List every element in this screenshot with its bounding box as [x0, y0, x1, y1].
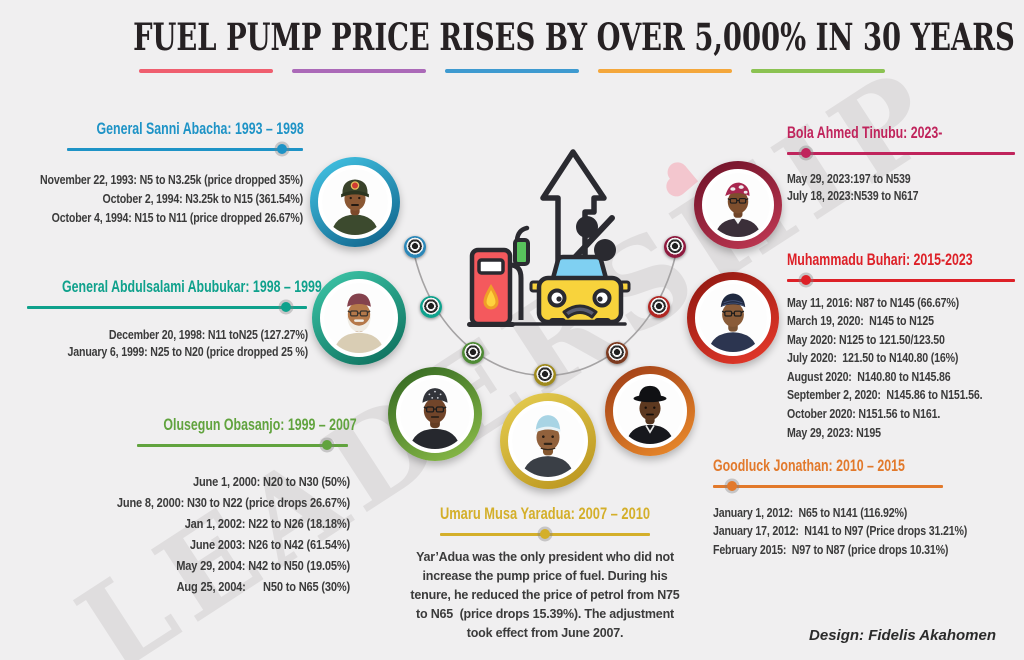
- price-lines-buhari: May 11, 2016: N87 to N145 (66.67%) March …: [787, 294, 1024, 443]
- underline-segment-purple: [292, 69, 426, 73]
- price-lines-obasanjo: June 1, 2000: N20 to N30 (50%) June 8, 20…: [0, 471, 350, 597]
- portrait-photo-jonathan: [613, 374, 687, 448]
- price-line: May 29, 2023:197 to N539: [787, 171, 911, 186]
- price-line: May 29, 2023: N195: [787, 425, 881, 440]
- timeline-node-abubakar: [420, 296, 442, 318]
- underline-segment-blue: [445, 69, 579, 73]
- portrait-buhari: [687, 272, 779, 364]
- price-line: July 2020: 121.50 to N140.80 (16%): [787, 351, 959, 366]
- section-divider-jonathan: [713, 481, 943, 491]
- divider-dot: [727, 481, 737, 491]
- portrait-photo-yaradua: [508, 401, 588, 481]
- portrait-photo-abubakar: [320, 279, 398, 357]
- timeline-node-buhari: [648, 296, 670, 318]
- price-line: Aug 25, 2004: N50 to N65 (30%): [176, 578, 351, 594]
- section-divider-tinubu: [787, 148, 1015, 158]
- price-line: September 2, 2020: N145.86 to N151.56.: [787, 388, 983, 403]
- section-divider-abacha: [67, 144, 303, 154]
- portrait-photo-tinubu: [702, 169, 774, 241]
- divider-dot: [540, 529, 550, 539]
- section-abacha: General Sanni Abacha: 1993 – 1998 Novemb…: [37, 118, 304, 228]
- price-line: July 18, 2023:N539 to N617: [787, 189, 919, 203]
- divider-dot: [801, 148, 811, 158]
- price-line: May 11, 2016: N87 to N145 (66.67%): [787, 295, 959, 310]
- price-line: October 2, 1994: N3.25k to N15 (361.54%): [102, 191, 304, 206]
- section-divider-obasanjo: [137, 440, 348, 450]
- section-title-yaradua: Umaru Musa Yaradua: 2007 – 2010: [439, 505, 651, 523]
- up-arrow-icon: [540, 149, 607, 265]
- price-line: October 4, 1994: N15 to N11 (price dropp…: [51, 210, 303, 225]
- price-line: June 2003: N26 to N42 (61.54%): [189, 536, 350, 552]
- section-divider-buhari: [787, 275, 1015, 285]
- price-line: February 2015: N97 to N87 (price drops 1…: [713, 542, 949, 557]
- divider-dot: [322, 440, 332, 450]
- section-title-obasanjo: Olusegun Obasanjo: 1999 – 2007: [163, 416, 357, 434]
- price-line: January 6, 1999: N25 to N20 (price dropp…: [67, 345, 309, 359]
- section-obasanjo: Olusegun Obasanjo: 1999 – 2007 June 1, 2…: [117, 414, 357, 597]
- portrait-abubakar: [312, 271, 406, 365]
- section-yaradua: Umaru Musa Yaradua: 2007 – 2010 Yar’Adua…: [409, 503, 681, 643]
- timeline-node-abacha: [404, 236, 426, 258]
- portrait-photo-buhari: [695, 280, 771, 356]
- portrait-photo-obasanjo: [396, 375, 474, 453]
- yaradua-description: Yar’Adua was the only president who did …: [410, 549, 683, 640]
- portrait-photo-abacha: [318, 165, 392, 239]
- underline-segment-red: [139, 69, 273, 73]
- portrait-tinubu: [694, 161, 782, 249]
- timeline-node-jonathan: [606, 342, 628, 364]
- divider-dot: [801, 275, 811, 285]
- price-line: June 8, 2000: N30 to N22 (price drops 26…: [116, 494, 350, 510]
- section-title-buhari: Muhammadu Buhari: 2015-2023: [787, 251, 973, 269]
- price-line: November 22, 1993: N5 to N3.25k (price d…: [40, 172, 303, 187]
- section-divider-abubakar: [27, 302, 307, 312]
- section-tinubu: Bola Ahmed Tinubu: 2023- May 29, 2023:19…: [787, 122, 1024, 206]
- portrait-obasanjo: [388, 367, 482, 461]
- title-underline-rules: [0, 69, 1024, 73]
- underline-segment-green: [751, 69, 885, 73]
- timeline-node-tinubu: [664, 236, 686, 258]
- section-title-tinubu: Bola Ahmed Tinubu: 2023-: [787, 124, 943, 142]
- price-line: May 29, 2004: N42 to N50 (19.05%): [176, 557, 350, 573]
- timeline-node-yaradua: [534, 364, 556, 386]
- divider-dot: [277, 144, 287, 154]
- portrait-abacha: [310, 157, 400, 247]
- price-line: May 2020: N125 to 121.50/123.50: [787, 332, 945, 347]
- fuel-pump-icon: [467, 225, 530, 327]
- price-lines-abubakar: December 20, 1998: N11 toN25 (127.27%) Ja…: [0, 327, 309, 362]
- divider-dot: [281, 302, 291, 312]
- section-abubakar: General Abdulsalami Abubukar: 1998 – 199…: [24, 276, 322, 362]
- section-divider-yaradua: [440, 529, 650, 539]
- price-line: January 17, 2012: N141 to N97 (Price dro…: [713, 524, 968, 539]
- car-icon: [529, 254, 631, 325]
- price-line: January 1, 2012: N65 to N141 (116.92%): [713, 505, 908, 520]
- price-line: August 2020: N140.80 to N145.86: [787, 369, 951, 384]
- infographic-title: FUEL PUMP PRICE RISES BY OVER 5,000% IN …: [133, 15, 1015, 59]
- price-line: March 19, 2020: N145 to N125: [787, 314, 934, 329]
- portrait-jonathan: [605, 366, 695, 456]
- portrait-yaradua: [500, 393, 596, 489]
- section-jonathan: Goodluck Jonathan: 2010 – 2015 January 1…: [713, 455, 993, 559]
- price-lines-abacha: November 22, 1993: N5 to N3.25k (price d…: [0, 171, 303, 228]
- price-lines-tinubu: May 29, 2023:197 to N539 July 18, 2023:N5…: [787, 171, 1024, 206]
- designer-credit: Design: Fidelis Akahomen: [809, 627, 996, 644]
- section-buhari: Muhammadu Buhari: 2015-2023 May 11, 2016…: [787, 249, 1024, 442]
- section-title-abacha: General Sanni Abacha: 1993 – 1998: [96, 120, 304, 138]
- section-title-abubakar: General Abdulsalami Abubukar: 1998 – 199…: [62, 278, 322, 296]
- fuel-price-rise-illustration: [467, 149, 631, 327]
- section-title-jonathan: Goodluck Jonathan: 2010 – 2015: [713, 457, 905, 475]
- underline-segment-orange: [598, 69, 732, 73]
- price-line: December 20, 1998: N11 toN25 (127.27%): [108, 327, 308, 342]
- price-line: Jan 1, 2002: N22 to N26 (18.18%): [184, 515, 350, 531]
- price-line: October 2020: N151.56 to N161.: [787, 407, 941, 422]
- timeline-node-obasanjo: [462, 342, 484, 364]
- price-lines-jonathan: January 1, 2012: N65 to N141 (116.92%) Ja…: [713, 504, 1024, 560]
- price-line: June 1, 2000: N20 to N30 (50%): [192, 473, 350, 489]
